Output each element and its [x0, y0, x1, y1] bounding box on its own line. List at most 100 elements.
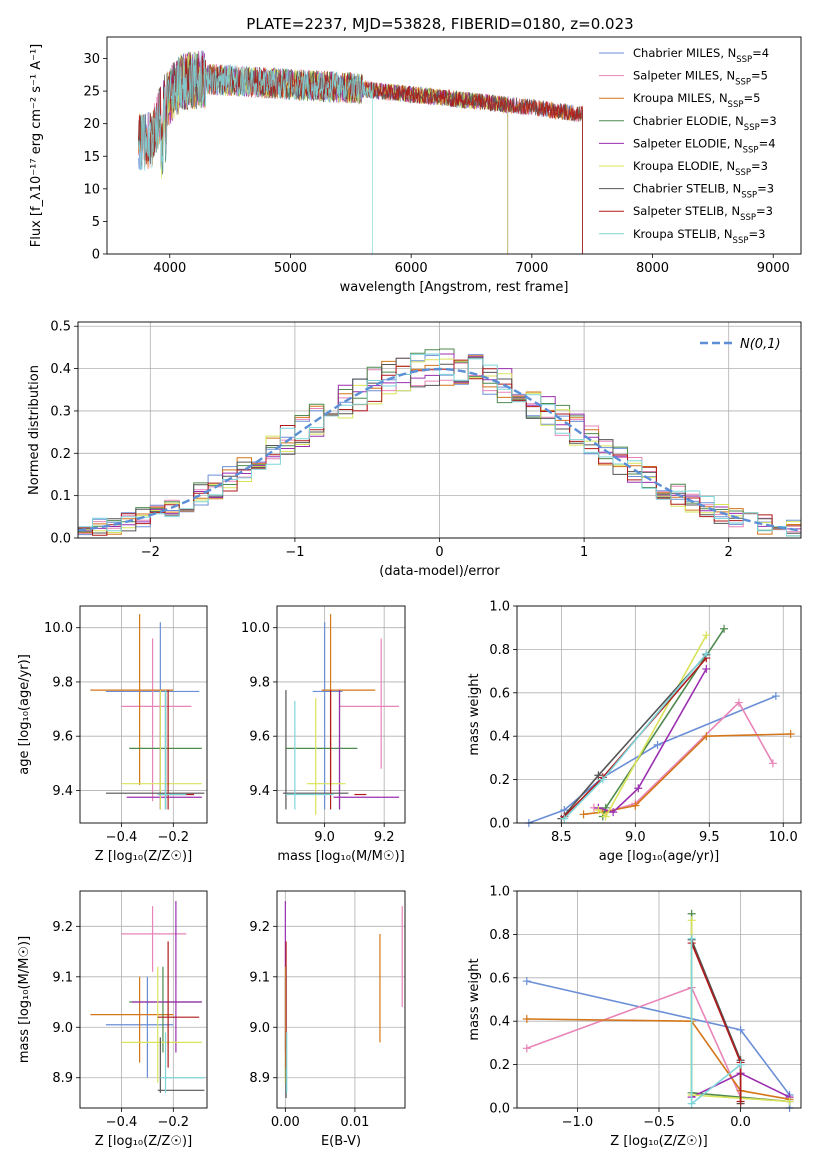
y-tick-label: 0.2 [50, 447, 71, 462]
weight-point [601, 812, 610, 821]
x-tick-label: 2 [725, 545, 733, 560]
legend-entry: Kroupa ELODIE, NSSP=3 [633, 159, 768, 178]
y-tick-label: 20 [83, 117, 100, 132]
x-tick-label: 9.5 [699, 830, 720, 845]
axes-frame [77, 321, 802, 539]
y-tick-label: 8.9 [52, 1071, 73, 1086]
mass-vs-Z-panel: −0.4 −0.2 8.9 9.0 9.1 9.2 Z [log₁₀(Z/Z☉)] mass … [17, 890, 208, 1149]
x-tick-label: 0.01 [340, 1115, 369, 1130]
x-tick-label: −2 [141, 545, 160, 560]
y-axis-label: Normed distribution [27, 365, 42, 495]
x-tick-label: 1 [580, 545, 588, 560]
weight-point [609, 808, 618, 817]
x-tick-label: 8.5 [551, 830, 572, 845]
weight-point [631, 801, 640, 810]
legend-entry: N(0,1) [740, 337, 781, 352]
y-tick-label: 0.0 [489, 1102, 510, 1117]
x-tick-label: 6000 [395, 261, 428, 276]
normal-curve [78, 367, 801, 532]
axes-frame [79, 890, 208, 1109]
weight-point [720, 624, 729, 633]
legend-entry: Kroupa STELIB, NSSP=3 [633, 227, 765, 246]
y-tick-label: 1.0 [489, 600, 510, 615]
weight-point [702, 649, 711, 658]
legend: Chabrier MILES, NSSP=4 Salpeter MILES, NS… [599, 46, 777, 246]
weight-point [522, 977, 531, 986]
y-axis-label: mass weight [467, 958, 482, 1040]
legend-entry: Chabrier STELIB, NSSP=3 [633, 182, 774, 201]
weight-point [736, 1025, 745, 1034]
x-tick-label: 9.0 [314, 830, 335, 845]
y-tick-label: 15 [83, 150, 100, 165]
weight-point [594, 805, 603, 814]
weight-point [702, 732, 711, 741]
legend-entry: Salpeter MILES, NSSP=5 [633, 69, 768, 88]
x-tick-label: 0 [435, 545, 443, 560]
x-axis-label: Z [log₁₀(Z/Z☉)] [95, 849, 192, 864]
x-tick-label: 7000 [515, 261, 548, 276]
histogram-line [78, 353, 801, 537]
y-tick-label: 9.1 [249, 970, 270, 985]
y-tick-label: 9.0 [249, 1021, 270, 1036]
figure-title: PLATE=2237, MJD=53828, FIBERID=0180, z=0… [246, 15, 633, 33]
axes-frame [516, 605, 802, 824]
y-tick-label: 9.6 [52, 730, 73, 745]
y-tick-label: 9.0 [52, 1021, 73, 1036]
axes-frame [79, 605, 208, 824]
legend-entry: Salpeter ELODIE, NSSP=4 [633, 136, 776, 155]
weight-point [687, 916, 696, 925]
y-tick-label: 0.1 [50, 489, 71, 504]
y-axis-label: age [log₁₀(age/yr)] [17, 654, 32, 775]
residuals-panel: −2 −1 0 1 2 0.0 0.1 0.2 0.3 0.4 0.5 (data-model)/er… [27, 320, 802, 579]
age-vs-mass-panel: 9.0 9.2 9.4 9.6 9.8 10.0 mass [log₁₀(M/M☉)] [241, 605, 406, 864]
y-tick-label: 1.0 [489, 885, 510, 900]
y-tick-label: 9.4 [52, 784, 73, 799]
x-tick-label: −0.5 [643, 1115, 675, 1130]
axes-frame [276, 605, 406, 824]
y-tick-label: 9.2 [249, 920, 270, 935]
weight-point [560, 814, 569, 823]
y-tick-label: 9.8 [52, 675, 73, 690]
y-tick-label: 0.4 [489, 730, 510, 745]
y-tick-label: 25 [83, 85, 100, 100]
weight-point [736, 1097, 745, 1106]
mass-vs-EBV-panel: 0.00 0.01 8.9 9.0 9.1 9.2 E(B-V) [249, 890, 406, 1149]
axes-frame [276, 890, 406, 1109]
x-axis-label: Z [log₁₀(Z/Z☉)] [610, 1134, 707, 1149]
weight-point [771, 692, 780, 701]
y-axis-label: Flux [f_λ10⁻¹⁷ erg cm⁻² s⁻¹ A⁻¹] [29, 44, 44, 248]
weight-line [583, 733, 791, 816]
spectrum-line [138, 51, 373, 254]
legend-entry: Salpeter STELIB, NSSP=3 [633, 204, 773, 223]
panels-group: 4000 5000 6000 7000 8000 9000051015202530wave… [17, 36, 802, 1149]
y-tick-label: 9.8 [249, 675, 270, 690]
weight-point [785, 1097, 794, 1106]
y-tick-label: 0.8 [489, 643, 510, 658]
x-tick-label: 4000 [153, 261, 186, 276]
weight-line [598, 668, 707, 813]
y-tick-label: 9.1 [52, 970, 73, 985]
weight-point [768, 759, 777, 768]
axes-frame [516, 890, 802, 1109]
x-tick-label: 0.00 [271, 1115, 300, 1130]
legend-entry: Chabrier ELODIE, NSSP=3 [633, 114, 777, 133]
y-tick-label: 9.6 [249, 730, 270, 745]
histogram-line [78, 357, 801, 534]
y-tick-label: 10.0 [44, 621, 73, 636]
y-tick-label: 10.0 [241, 621, 270, 636]
x-tick-label: 9.2 [374, 830, 395, 845]
weight-point [594, 771, 603, 780]
age-vs-Z-panel: −0.4 −0.2 9.4 9.6 9.8 10.0 Z [log₁₀(Z/Z☉)] age … [17, 605, 208, 864]
x-tick-label: 8000 [636, 261, 669, 276]
y-axis-label: mass [log₁₀(M/M☉)] [17, 936, 32, 1063]
y-tick-label: 0.5 [50, 320, 71, 335]
weight-vs-age-panel: 8.5 9.0 9.5 10.0 0.0 0.2 0.4 0.6 0.8 1.0 age [log₁… [467, 600, 802, 864]
weight-point [702, 664, 711, 673]
y-tick-label: 0.8 [489, 928, 510, 943]
y-axis-label: mass weight [467, 673, 482, 755]
x-tick-label: −1.0 [562, 1115, 594, 1130]
y-tick-label: 9.2 [52, 920, 73, 935]
weight-line [526, 986, 742, 1098]
weight-point [734, 698, 743, 707]
weight-point [522, 1044, 531, 1053]
